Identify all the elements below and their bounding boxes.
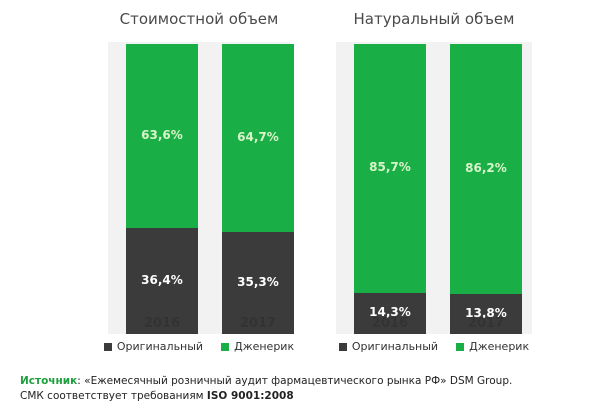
bar-segment-original: 13,8%	[450, 293, 522, 334]
data-label: 36,4%	[141, 273, 183, 288]
legend-label-original: Оригинальный	[116, 340, 204, 353]
bar-2016: 14,3% 85,7%	[354, 44, 426, 334]
legend-swatch-generic	[221, 342, 230, 351]
bar-segment-generic: 63,6%	[126, 44, 198, 229]
data-label: 35,3%	[237, 274, 279, 289]
data-label: 86,2%	[465, 161, 507, 175]
legend: Оригинальный Дженерик	[103, 340, 294, 353]
legend-swatch-generic	[456, 342, 465, 351]
legend-swatch-original	[338, 342, 347, 351]
data-label: 14,3%	[369, 305, 411, 320]
legend-swatch-original	[103, 342, 112, 351]
certification-line: СМК соответствует требованиям ISO 9001:2…	[20, 389, 512, 404]
data-label: 13,8%	[465, 305, 507, 320]
data-label: 64,7%	[237, 129, 279, 144]
bar-segment-original: 35,3%	[222, 231, 294, 334]
legend-label-generic: Дженерик	[234, 340, 295, 353]
chart-panel-value: Стоимостной объем Оригинальный Дженерик …	[103, 10, 294, 360]
source-text: : «Ежемесячный розничный аудит фармацевт…	[77, 375, 513, 387]
x-tick-label: 2016	[371, 316, 409, 331]
source-footer: Источник: «Ежемесячный розничный аудит ф…	[20, 374, 512, 404]
legend-item-generic: Дженерик	[221, 340, 294, 353]
legend-item-generic: Дженерик	[456, 340, 529, 353]
bar-segment-generic: 64,7%	[222, 44, 294, 232]
chart-panel-volume: Натуральный объем Оригинальный Дженерик …	[336, 10, 532, 360]
bar-2017: 13,8% 86,2%	[450, 44, 522, 334]
bar-2016: 36,4% 63,6%	[126, 44, 198, 334]
chart-title: Натуральный объем	[353, 10, 515, 28]
chart-title: Стоимостной объем	[119, 10, 279, 28]
iso-standard: ISO 9001:2008	[206, 390, 294, 402]
source-line: Источник: «Ежемесячный розничный аудит ф…	[20, 374, 512, 389]
bar-segment-generic: 86,2%	[450, 44, 522, 294]
certification-text: СМК соответствует требованиям	[20, 390, 207, 402]
legend: Оригинальный Дженерик	[336, 340, 532, 353]
bar-segment-original: 36,4%	[126, 228, 198, 334]
x-tick-label: 2017	[239, 316, 277, 331]
legend-item-original: Оригинальный	[338, 340, 439, 353]
legend-label-original: Оригинальный	[351, 340, 439, 353]
legend-label-generic: Дженерик	[469, 340, 530, 353]
source-label: Источник	[20, 375, 78, 387]
bar-2017: 35,3% 64,7%	[222, 44, 294, 334]
x-tick-label: 2016	[143, 316, 181, 331]
data-label: 85,7%	[369, 160, 411, 175]
data-label: 63,6%	[141, 128, 183, 143]
bar-segment-generic: 85,7%	[354, 44, 426, 293]
legend-item-original: Оригинальный	[103, 340, 204, 353]
bar-segment-original: 14,3%	[354, 292, 426, 334]
x-tick-label: 2017	[467, 316, 505, 331]
